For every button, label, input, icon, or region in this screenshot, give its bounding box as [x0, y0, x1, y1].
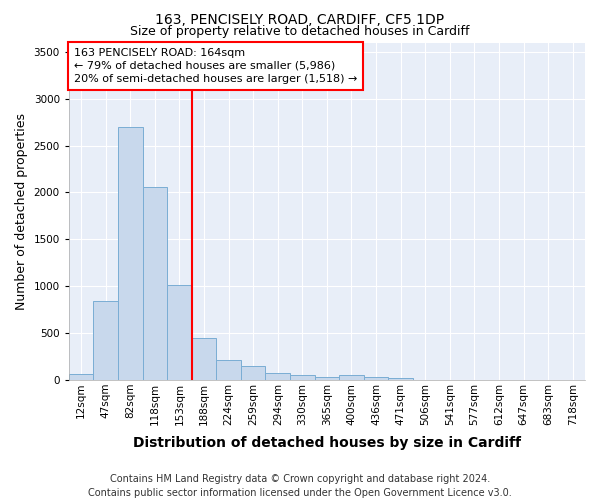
Bar: [69, 374, 94, 380]
Text: Size of property relative to detached houses in Cardiff: Size of property relative to detached ho…: [130, 25, 470, 38]
Bar: [94, 301, 118, 380]
Bar: [339, 376, 364, 380]
Bar: [290, 376, 314, 380]
X-axis label: Distribution of detached houses by size in Cardiff: Distribution of detached houses by size …: [133, 436, 521, 450]
Bar: [364, 377, 388, 380]
Bar: [265, 373, 290, 380]
Bar: [241, 366, 265, 380]
Bar: [143, 187, 167, 380]
Bar: [388, 378, 413, 380]
Bar: [217, 360, 241, 380]
Text: 163, PENCISELY ROAD, CARDIFF, CF5 1DP: 163, PENCISELY ROAD, CARDIFF, CF5 1DP: [155, 12, 445, 26]
Bar: [314, 377, 339, 380]
Bar: [167, 286, 192, 380]
Text: 163 PENCISELY ROAD: 164sqm
← 79% of detached houses are smaller (5,986)
20% of s: 163 PENCISELY ROAD: 164sqm ← 79% of deta…: [74, 48, 358, 84]
Bar: [118, 127, 143, 380]
Y-axis label: Number of detached properties: Number of detached properties: [15, 112, 28, 310]
Text: Contains HM Land Registry data © Crown copyright and database right 2024.
Contai: Contains HM Land Registry data © Crown c…: [88, 474, 512, 498]
Bar: [192, 338, 217, 380]
